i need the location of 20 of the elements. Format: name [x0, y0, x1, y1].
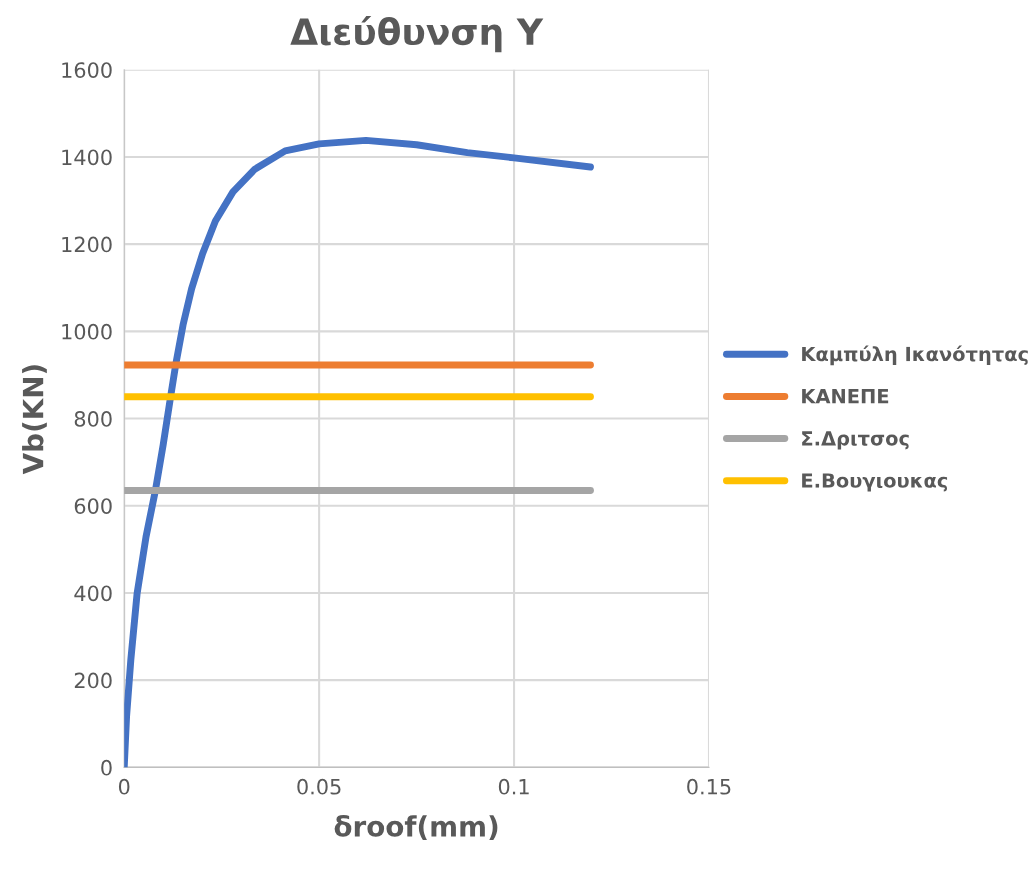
y-tick-label: 1600 [62, 62, 112, 78]
y-tick-label: 200 [74, 672, 112, 689]
y-tick-label: 600 [74, 498, 112, 514]
x-axis-title: δroof(mm) [334, 815, 498, 841]
x-tick-label: 0 [118, 778, 130, 795]
legend-label: Ε.Βουγιουκας [802, 473, 948, 492]
y-tick-label: 1200 [62, 236, 112, 253]
y-tick-label: 1400 [62, 149, 112, 166]
x-tick-label: 0.1 [498, 778, 529, 795]
chart-title: Διεύθυνση Υ [290, 15, 544, 53]
x-tick-label: 0.15 [687, 778, 731, 795]
legend-label: Σ.Δριτσος [802, 431, 909, 450]
y-tick-label: 1000 [62, 323, 112, 340]
x-tick-label: 0.05 [297, 778, 341, 795]
legend-label: Καμπύλη Ικανότητας [802, 345, 1028, 366]
y-axis-title: Vb(KN) [22, 365, 47, 475]
y-tick-label: 0 [101, 759, 112, 776]
y-tick-label: 800 [74, 411, 112, 427]
y-tick-label: 400 [74, 585, 112, 602]
legend-label: ΚΑΝΕΠΕ [802, 389, 889, 404]
